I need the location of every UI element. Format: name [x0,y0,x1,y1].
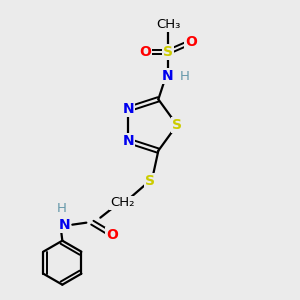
Text: S: S [163,45,173,59]
Text: O: O [185,35,197,49]
Text: O: O [139,45,151,59]
Text: H: H [56,202,66,215]
Text: N: N [58,218,70,232]
Text: H: H [180,70,190,83]
Text: S: S [145,174,155,188]
Text: CH₂: CH₂ [110,196,135,209]
Text: N: N [122,134,134,148]
Text: S: S [172,118,182,132]
Text: N: N [122,102,134,116]
Text: CH₃: CH₃ [156,19,180,32]
Text: O: O [106,228,118,242]
Text: N: N [162,69,174,83]
